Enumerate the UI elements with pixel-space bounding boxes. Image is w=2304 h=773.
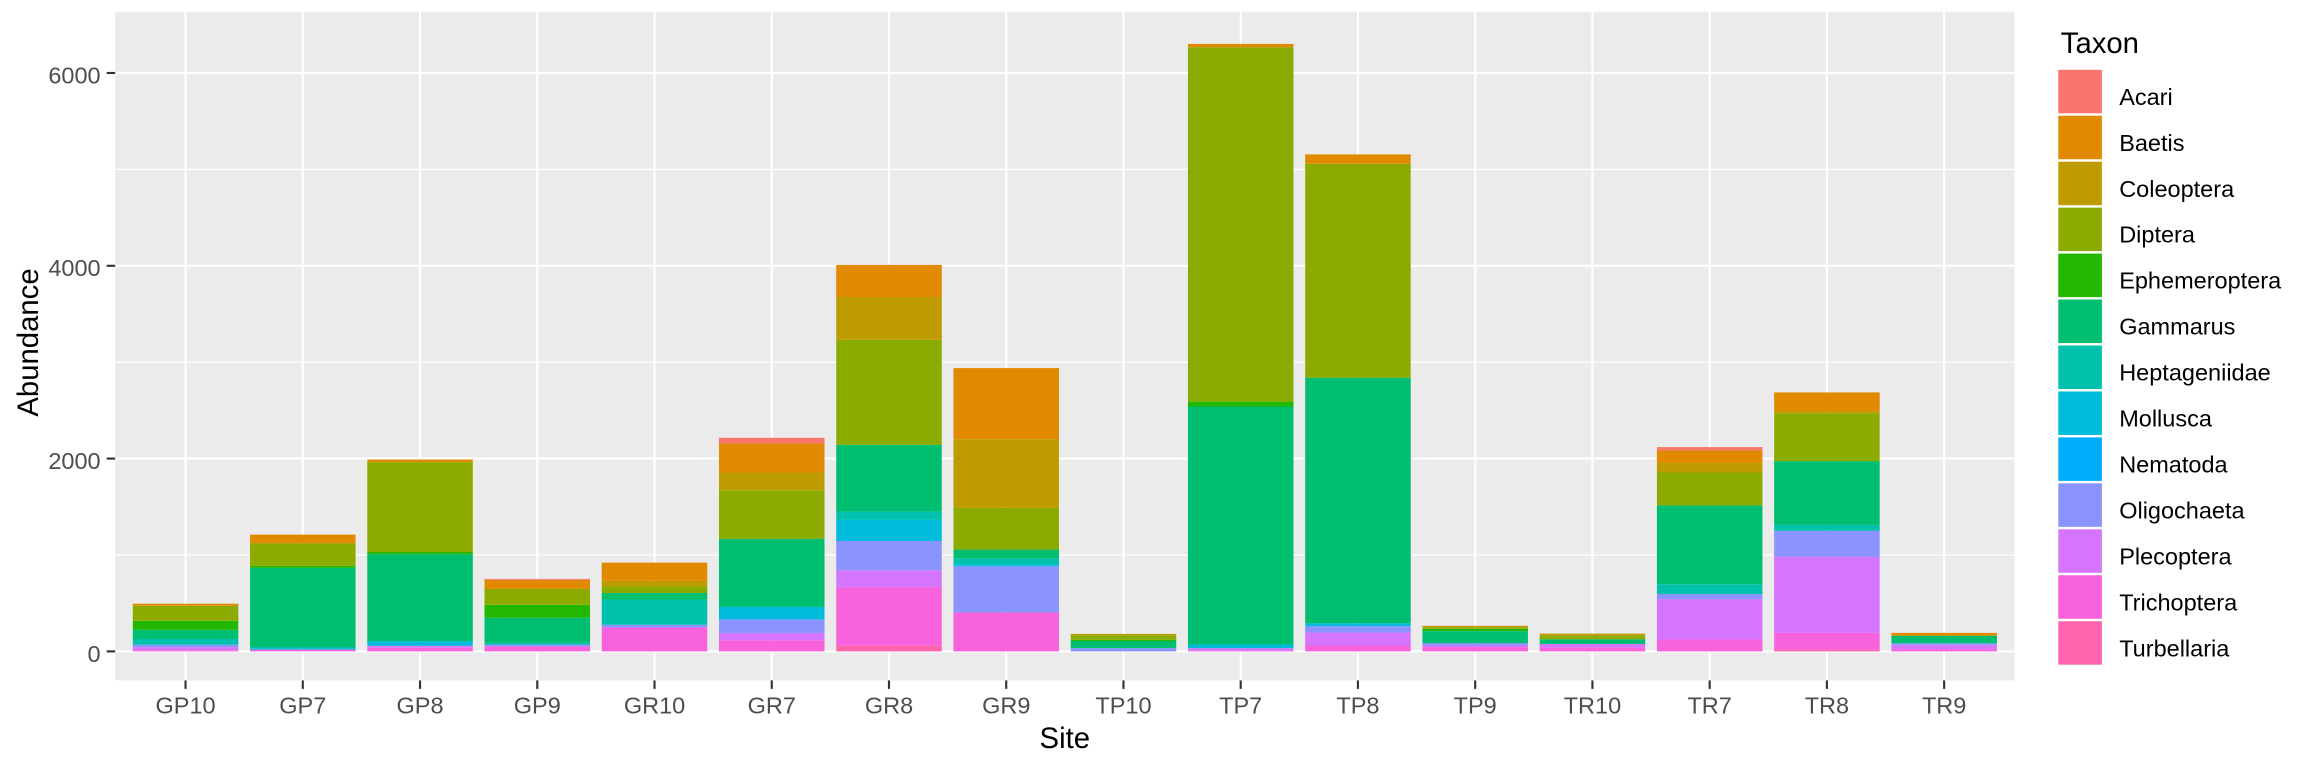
svg-text:TP8: TP8 xyxy=(1336,692,1379,718)
svg-text:GP7: GP7 xyxy=(279,692,326,718)
svg-text:4000: 4000 xyxy=(48,255,100,281)
svg-text:GP8: GP8 xyxy=(397,692,444,718)
svg-text:GR10: GR10 xyxy=(624,692,685,718)
svg-text:Nematoda: Nematoda xyxy=(2119,451,2228,477)
svg-text:TP9: TP9 xyxy=(1454,692,1497,718)
svg-text:Gammarus: Gammarus xyxy=(2119,314,2235,340)
svg-text:Coleoptera: Coleoptera xyxy=(2119,176,2235,202)
svg-text:0: 0 xyxy=(88,641,101,667)
svg-text:Ephemeroptera: Ephemeroptera xyxy=(2119,268,2282,294)
svg-text:TR9: TR9 xyxy=(1922,692,1966,718)
svg-text:TR8: TR8 xyxy=(1805,692,1849,718)
svg-text:2000: 2000 xyxy=(48,448,100,474)
svg-text:GP10: GP10 xyxy=(155,692,215,718)
svg-text:Turbellaria: Turbellaria xyxy=(2119,635,2230,661)
svg-text:Mollusca: Mollusca xyxy=(2119,406,2213,432)
svg-text:Diptera: Diptera xyxy=(2119,222,2196,248)
svg-text:Trichoptera: Trichoptera xyxy=(2119,589,2238,615)
svg-text:Plecoptera: Plecoptera xyxy=(2119,543,2232,569)
svg-text:Heptageniidae: Heptageniidae xyxy=(2119,360,2271,386)
svg-text:TP7: TP7 xyxy=(1219,692,1262,718)
svg-text:TP10: TP10 xyxy=(1095,692,1151,718)
svg-text:Baetis: Baetis xyxy=(2119,130,2184,156)
svg-text:Acari: Acari xyxy=(2119,84,2173,110)
svg-text:GR7: GR7 xyxy=(748,692,796,718)
svg-text:TR7: TR7 xyxy=(1687,692,1731,718)
svg-text:TR10: TR10 xyxy=(1564,692,1621,718)
svg-text:Abundance: Abundance xyxy=(12,268,45,416)
svg-text:Site: Site xyxy=(1040,722,1090,755)
svg-text:GR9: GR9 xyxy=(982,692,1030,718)
svg-text:GR8: GR8 xyxy=(865,692,913,718)
svg-text:GP9: GP9 xyxy=(514,692,561,718)
svg-text:Oligochaeta: Oligochaeta xyxy=(2119,497,2245,523)
svg-text:Taxon: Taxon xyxy=(2061,27,2139,60)
svg-text:6000: 6000 xyxy=(48,62,100,88)
